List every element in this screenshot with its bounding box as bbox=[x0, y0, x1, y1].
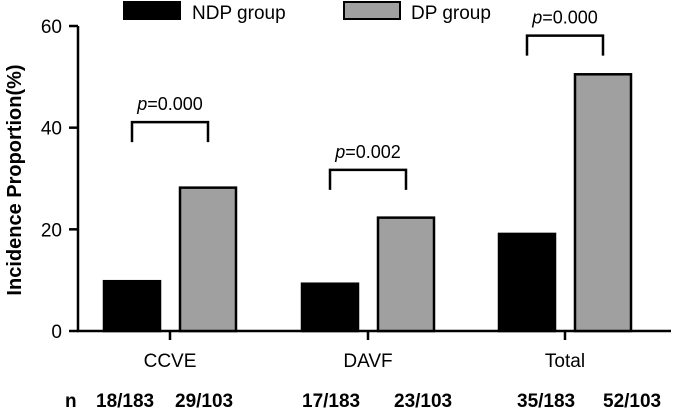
n-row-label: n bbox=[65, 391, 77, 409]
p-value-label: p=0.000 bbox=[531, 8, 598, 28]
n-value: 35/183 bbox=[517, 391, 575, 409]
legend-label-dp: DP group bbox=[411, 3, 491, 24]
category-label: CCVE bbox=[144, 351, 197, 372]
p-value-symbol: p bbox=[136, 94, 147, 114]
p-value-bracket bbox=[525, 34, 605, 56]
p-value-label: p=0.002 bbox=[334, 142, 401, 162]
n-row: n 18/183 29/103 17/183 23/103 35/183 52/… bbox=[65, 391, 661, 409]
y-ticks: 0 20 40 60 bbox=[41, 17, 78, 343]
y-tick-label: 40 bbox=[41, 119, 62, 140]
legend-swatch-ndp bbox=[123, 1, 181, 20]
legend: NDP group DP group bbox=[123, 1, 491, 24]
p-value-bracket bbox=[130, 120, 210, 143]
n-value: 18/183 bbox=[96, 391, 154, 409]
p-value-number: =0.000 bbox=[542, 8, 598, 28]
p-value-bracket bbox=[328, 168, 408, 190]
bar-dp-davf bbox=[376, 216, 436, 333]
y-tick-label: 20 bbox=[41, 220, 62, 241]
category-label: DAVF bbox=[343, 351, 392, 372]
legend-label-ndp: NDP group bbox=[192, 3, 286, 24]
legend-swatch-dp bbox=[343, 1, 401, 20]
bar-ndp-ccve bbox=[102, 279, 162, 333]
p-value-symbol: p bbox=[531, 8, 542, 28]
category-labels: CCVE DAVF Total bbox=[144, 331, 585, 372]
bar-dp-total bbox=[573, 73, 633, 333]
bar-ndp-total bbox=[497, 232, 557, 333]
n-value: 52/103 bbox=[603, 391, 661, 409]
p-value-symbol: p bbox=[334, 142, 345, 162]
bars bbox=[102, 73, 633, 333]
p-value-number: =0.000 bbox=[147, 94, 203, 114]
y-tick-label: 60 bbox=[41, 17, 62, 38]
bar-ndp-davf bbox=[300, 282, 360, 333]
p-value-number: =0.002 bbox=[345, 142, 401, 162]
p-value-label: p=0.000 bbox=[136, 94, 203, 114]
category-label: Total bbox=[545, 351, 585, 372]
n-value: 29/103 bbox=[175, 391, 233, 409]
n-value: 23/103 bbox=[394, 391, 452, 409]
bar-dp-ccve bbox=[178, 186, 238, 333]
n-value: 17/183 bbox=[302, 391, 360, 409]
y-tick-label: 0 bbox=[51, 322, 62, 343]
y-axis-title: Incidence Proportion(%) bbox=[4, 64, 26, 295]
